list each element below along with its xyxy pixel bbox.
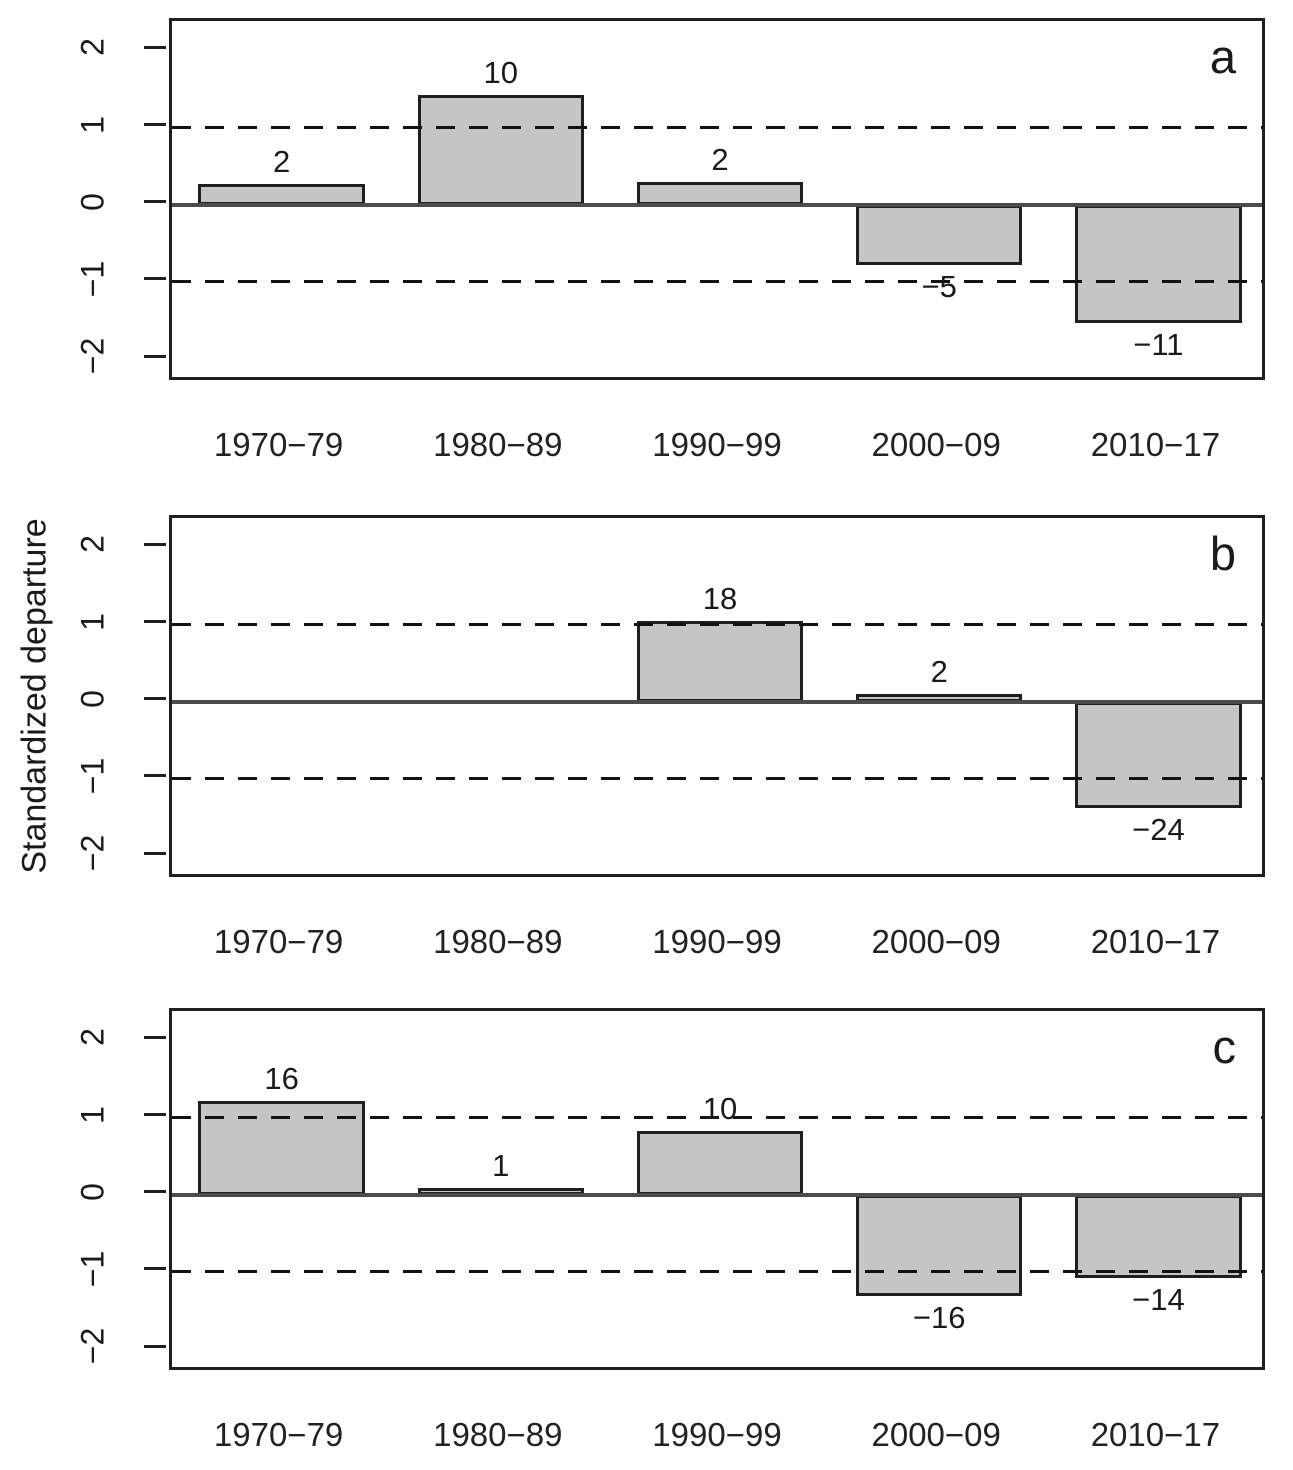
y-axis-tick-label: 1 (74, 1105, 111, 1124)
bar-2000−09 (855, 204, 1023, 265)
y-axis-tick (144, 697, 166, 701)
x-axis-label: 2000−09 (871, 923, 1001, 960)
y-axis-tick (144, 277, 166, 281)
bar-2010−17 (1075, 204, 1242, 323)
y-axis-tick-label: −2 (74, 1327, 111, 1365)
y-axis-tick (144, 542, 166, 546)
bar-value-label: 10 (483, 55, 519, 91)
y-axis-tick (144, 1113, 166, 1117)
bar-value-label: −11 (1133, 326, 1184, 362)
dashed-reference-line (172, 1270, 1262, 1274)
y-axis-tick (144, 620, 166, 624)
bar-1970−79 (198, 183, 365, 205)
bar-value-label: −5 (921, 268, 957, 304)
bar-value-label: 1 (492, 1147, 510, 1183)
bar-1990−99 (636, 1130, 804, 1195)
bar-1980−89 (417, 95, 585, 205)
bar-value-label: 16 (264, 1060, 299, 1096)
y-axis-title: Standardized departure (15, 518, 54, 874)
y-axis-tick-label: −1 (74, 1250, 111, 1288)
y-axis-tick-label: 1 (74, 115, 111, 134)
bar-value-label: −14 (1132, 1282, 1185, 1318)
bar-value-label: 18 (702, 581, 738, 617)
y-axis-tick-label: 0 (74, 192, 111, 211)
x-axis-label: 1970−79 (213, 923, 344, 960)
y-axis-tick-label: −2 (74, 834, 111, 872)
y-axis-tick (144, 1190, 166, 1194)
y-axis-tick-label: −1 (74, 260, 111, 298)
x-axis-label: 1980−89 (433, 923, 563, 960)
y-axis-tick-label: 2 (74, 535, 111, 554)
bar-value-label: 2 (272, 143, 291, 179)
y-axis-tick (144, 851, 166, 855)
y-axis-tick (144, 1267, 166, 1271)
zero-line (172, 699, 1262, 704)
y-axis-tick-label: 2 (74, 1028, 111, 1047)
panel-letter-a: a (1209, 30, 1236, 83)
y-axis-tick (144, 1035, 166, 1039)
zero-line (172, 202, 1262, 207)
bar-1970−79 (198, 1100, 365, 1195)
x-axis-label: 1980−89 (433, 426, 563, 463)
x-axis-label: 2000−09 (871, 1416, 1001, 1453)
bar-value-label: 10 (702, 1090, 738, 1126)
y-axis-tick (144, 45, 166, 49)
x-axis-label: 2010−17 (1090, 923, 1221, 960)
y-axis-tick-label: −2 (74, 337, 111, 375)
y-axis-tick (144, 123, 166, 127)
plot-box-a: 2 10 2 −5 −11 a (169, 18, 1265, 380)
x-axis-label: 2010−17 (1090, 1416, 1221, 1453)
y-axis-tick-label: −1 (74, 757, 111, 795)
y-axis-tick-label: 0 (74, 1182, 111, 1201)
y-axis-tick (144, 354, 166, 358)
dashed-reference-line (172, 1116, 1262, 1120)
y-axis-tick-label: 1 (74, 612, 111, 631)
plot-box-b: 18 2 −24 b (169, 515, 1265, 877)
y-axis-tick (144, 1344, 166, 1348)
bar-value-label: −24 (1132, 812, 1185, 848)
y-axis-tick (144, 200, 166, 204)
x-axis-label: 2000−09 (871, 426, 1001, 463)
x-axis-label: 1990−99 (652, 1416, 782, 1453)
x-axis-label: 1970−79 (213, 426, 344, 463)
panel-letter-b: b (1209, 527, 1236, 580)
dashed-reference-line (172, 777, 1262, 781)
y-axis-tick-label: 2 (74, 38, 111, 57)
y-axis-tick-label: 0 (74, 689, 111, 708)
x-axis-label: 1990−99 (652, 923, 782, 960)
x-axis-label: 1970−79 (213, 1416, 344, 1453)
dashed-reference-line (172, 126, 1262, 130)
y-axis-tick (144, 774, 166, 778)
bar-value-label: 2 (930, 653, 948, 689)
x-axis-label: 1990−99 (652, 426, 782, 463)
plot-box-c: 16 1 10 −16 −14 c (169, 1008, 1265, 1370)
panel-letter-c: c (1212, 1020, 1237, 1073)
bar-value-label: 2 (711, 141, 729, 177)
bar-1990−99 (636, 181, 804, 205)
dashed-reference-line (172, 623, 1262, 627)
bar-2000−09 (855, 1194, 1023, 1296)
bar-value-label: −16 (912, 1299, 966, 1335)
x-axis-label: 2010−17 (1090, 426, 1221, 463)
bar-2010−17 (1075, 701, 1242, 809)
x-axis-label: 1980−89 (433, 1416, 563, 1453)
bar-1990−99 (636, 621, 804, 702)
bar-2010−17 (1075, 1194, 1242, 1279)
zero-line (172, 1192, 1262, 1197)
dashed-reference-line (172, 280, 1262, 284)
